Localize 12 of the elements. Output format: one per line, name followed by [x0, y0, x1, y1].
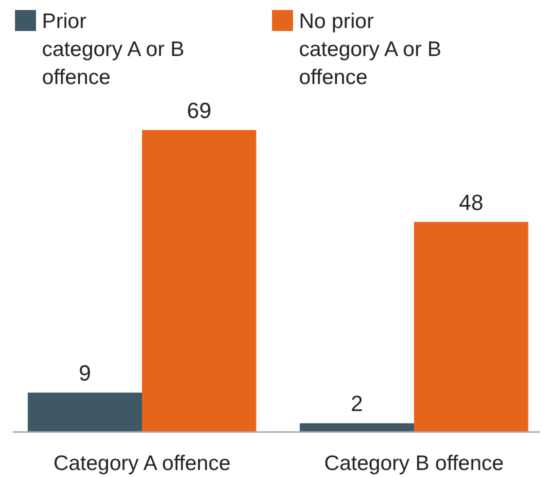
legend-label: Prior category A or B offence [42, 10, 184, 89]
data-label: 9 [78, 360, 92, 386]
data-label: 48 [458, 190, 484, 215]
bar [142, 130, 256, 432]
bar [414, 222, 528, 432]
x-tick-label: Category B offence [324, 452, 504, 475]
bar [28, 392, 142, 432]
x-tick-label: Category A offence [53, 452, 231, 475]
data-label: 69 [186, 98, 212, 123]
legend-label: No prior category A or B offence [299, 10, 442, 89]
data-label: 2 [350, 391, 364, 416]
bar [300, 423, 414, 432]
